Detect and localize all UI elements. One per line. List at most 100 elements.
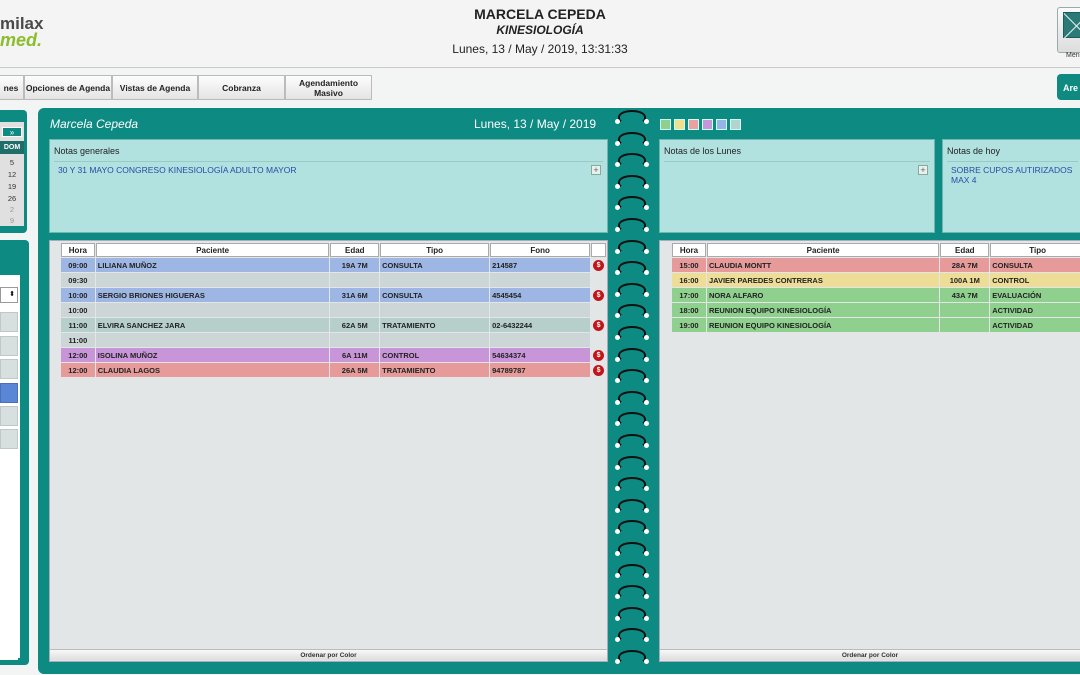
appointment-row[interactable]: 10:00 SERGIO BRIONES HIGUERAS 31A 6M CONSUL… xyxy=(61,288,606,302)
mini-calendar: » DOM 5 12 19 26 2 9 xyxy=(0,110,27,233)
column-header-tipo[interactable]: Tipo xyxy=(990,243,1080,257)
sidebar-footer xyxy=(0,649,18,660)
appointment-row[interactable]: 18:00 REUNION EQUIPO KINESIOLOGÍA ACTIVIDA… xyxy=(672,303,1080,317)
sidebar-slot[interactable] xyxy=(0,312,18,332)
add-note-icon[interactable]: + xyxy=(591,165,601,175)
payment-icon[interactable]: $ xyxy=(593,349,605,361)
column-header-edad[interactable]: Edad xyxy=(940,243,990,257)
appointment-paciente: JAVIER PAREDES CONTRERAS xyxy=(706,273,940,287)
spiral-hole xyxy=(615,464,620,470)
general-notes[interactable]: Notas generales 30 Y 31 MAYO CONGRESO KI… xyxy=(49,139,608,233)
calendar-day[interactable]: 2 xyxy=(9,205,15,214)
nav-item-cobranza[interactable]: Cobranza xyxy=(198,75,285,100)
sidebar-slot[interactable] xyxy=(0,406,18,426)
appointment-hora: 10:00 xyxy=(61,303,95,317)
spiral-ring xyxy=(618,455,646,470)
color-filter-purple[interactable] xyxy=(702,119,713,130)
nav-item-vistas-agenda[interactable]: Vistas de Agenda xyxy=(112,75,198,100)
column-header-fono[interactable]: Fono xyxy=(490,243,591,257)
spiral-hole xyxy=(615,140,620,146)
appointment-row[interactable]: 15:00 CLAUDIA MONTT 28A 7M CONSULTA xyxy=(672,258,1080,272)
appointment-fono xyxy=(490,333,591,347)
payment-icon[interactable]: $ xyxy=(593,319,605,331)
column-header-paciente[interactable]: Paciente xyxy=(95,243,330,257)
color-filter-red[interactable] xyxy=(688,119,699,130)
sort-by-color-button[interactable]: Ordenar por Color xyxy=(660,649,1080,660)
color-filter-yellow[interactable] xyxy=(674,119,685,130)
column-header-paciente[interactable]: Paciente xyxy=(706,243,940,257)
appointment-row[interactable]: 11:00 xyxy=(61,333,606,347)
column-header-edad[interactable]: Edad xyxy=(330,243,380,257)
color-filter-teal[interactable] xyxy=(730,119,741,130)
sidebar-select[interactable]: ⬍ xyxy=(0,287,18,303)
column-header-hora[interactable]: Hora xyxy=(672,243,706,257)
spiral-ring xyxy=(618,520,646,535)
appointment-row[interactable]: 17:00 NORA ALFARO 43A 7M EVALUACIÓN xyxy=(672,288,1080,302)
add-note-icon[interactable]: + xyxy=(918,165,928,175)
spiral-hole xyxy=(615,356,620,362)
calendar-day[interactable]: 12 xyxy=(7,170,17,179)
appointment-row[interactable]: 11:00 ELVIRA SANCHEZ JARA 62A 5M TRATAMIENT… xyxy=(61,318,606,332)
area-button[interactable]: Are xyxy=(1057,74,1080,100)
spiral-hole xyxy=(644,399,649,405)
nav-item-opciones-agenda[interactable]: Opciones de Agenda xyxy=(24,75,112,100)
appointment-row[interactable]: 16:00 JAVIER PAREDES CONTRERAS 100A 1M CONT… xyxy=(672,273,1080,287)
spiral-hole xyxy=(644,637,649,643)
spiral-hole xyxy=(615,637,620,643)
appointment-paciente: LILIANA MUÑOZ xyxy=(95,258,330,272)
spiral-hole xyxy=(615,378,620,384)
payment-icon[interactable]: $ xyxy=(593,289,605,301)
sidebar-panel-body xyxy=(0,275,20,658)
spiral-hole xyxy=(644,335,649,340)
color-filter-blue[interactable] xyxy=(716,119,727,130)
today-notes[interactable]: Notas de hoy SOBRE CUPOS AUTIRIZADOS MAX… xyxy=(942,139,1080,233)
sidebar-slot[interactable] xyxy=(0,429,18,449)
general-notes-text: 30 Y 31 MAYO CONGRESO KINESIOLOGÍA ADULT… xyxy=(58,165,297,175)
appointment-row[interactable]: 09:00 LILIANA MUÑOZ 19A 7M CONSULTA 214587 $ xyxy=(61,258,606,272)
appointment-row[interactable]: 10:00 xyxy=(61,303,606,317)
appointment-fono xyxy=(490,303,591,317)
appointment-row[interactable]: 09:30 xyxy=(61,273,606,287)
sidebar-slot[interactable] xyxy=(0,336,18,356)
appointment-row[interactable]: 19:00 REUNION EQUIPO KINESIOLOGÍA ACTIVIDA… xyxy=(672,318,1080,332)
spiral-hole xyxy=(644,356,649,362)
spiral-hole xyxy=(615,335,620,340)
spiral-ring xyxy=(618,218,646,232)
nav-item-opciones[interactable]: nes xyxy=(0,75,24,100)
messages-button[interactable] xyxy=(1057,7,1080,53)
appointment-hora: 16:00 xyxy=(672,273,706,287)
appointment-tipo: TRATAMIENTO xyxy=(380,363,490,377)
weekday-notes[interactable]: Notas de los Lunes + xyxy=(659,139,935,233)
spiral-hole xyxy=(644,551,649,556)
color-filter-green[interactable] xyxy=(660,119,671,130)
appointment-row[interactable]: 12:00 CLAUDIA LAGOS 26A 5M TRATAMIENTO 94789… xyxy=(61,363,606,377)
spiral-ring xyxy=(618,131,646,146)
payment-icon[interactable]: $ xyxy=(593,364,605,376)
logo-text-bottom: med. xyxy=(0,30,43,50)
calendar-day[interactable]: 19 xyxy=(7,182,17,191)
spiral-hole xyxy=(615,507,620,513)
calendar-day[interactable]: 9 xyxy=(9,216,15,225)
spiral-hole xyxy=(615,313,620,319)
payment-cell xyxy=(591,333,606,347)
sidebar-slot-selected[interactable] xyxy=(0,383,18,403)
appointment-hora: 11:00 xyxy=(61,318,95,332)
column-header-tipo[interactable]: Tipo xyxy=(380,243,490,257)
column-header-pay xyxy=(591,243,606,257)
appointment-edad: 6A 11M xyxy=(330,348,380,362)
appointment-edad xyxy=(330,273,380,287)
column-header-hora[interactable]: Hora xyxy=(61,243,95,257)
next-month-icon[interactable]: » xyxy=(2,127,22,137)
nav-item-agendamiento-masivo[interactable]: Agendamiento Masivo xyxy=(285,75,372,100)
spiral-ring xyxy=(618,326,646,340)
payment-icon[interactable]: $ xyxy=(593,259,605,271)
sort-by-color-button[interactable]: Ordenar por Color xyxy=(50,649,607,660)
calendar-day[interactable]: 26 xyxy=(7,194,17,203)
spiral-hole xyxy=(644,162,649,168)
appointment-edad: 19A 7M xyxy=(330,258,380,272)
appointment-row[interactable]: 12:00 ISOLINA MUÑOZ 6A 11M CONTROL 54634374 $ xyxy=(61,348,606,362)
appointment-edad xyxy=(940,303,990,317)
sidebar-slot[interactable] xyxy=(0,359,18,379)
calendar-day[interactable]: 5 xyxy=(9,158,15,167)
